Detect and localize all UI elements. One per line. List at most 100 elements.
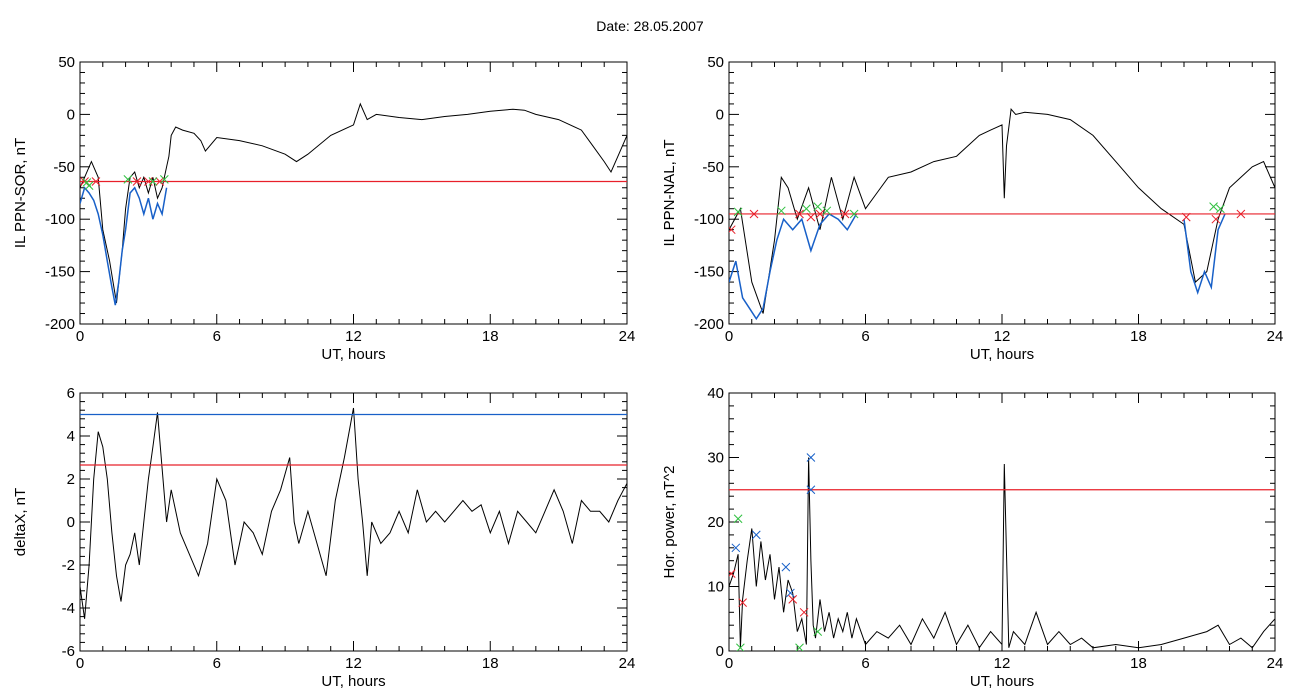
y-tick-label: -100 bbox=[694, 211, 724, 228]
x-tick-label: 24 bbox=[619, 655, 636, 672]
y-tick-label: -150 bbox=[694, 264, 724, 281]
x-marker bbox=[1209, 202, 1218, 211]
x-tick-label: 18 bbox=[1130, 328, 1147, 345]
plot-frame bbox=[79, 392, 628, 652]
x-marker bbox=[813, 627, 823, 637]
x-tick-label: 12 bbox=[345, 328, 362, 345]
x-marker bbox=[806, 212, 816, 222]
x-tick-label: 18 bbox=[1130, 655, 1147, 672]
x-marker bbox=[795, 643, 804, 651]
series-line-2 bbox=[80, 186, 168, 306]
y-tick-label: 2 bbox=[67, 471, 75, 488]
series-line-1 bbox=[80, 407, 627, 619]
y-tick-label: 50 bbox=[58, 54, 75, 71]
y-tick-label: 40 bbox=[707, 385, 724, 402]
x-tick-label: 6 bbox=[213, 655, 221, 672]
x-marker bbox=[1211, 214, 1221, 224]
x-marker bbox=[801, 204, 811, 214]
x-marker bbox=[159, 175, 169, 184]
x-axis-label: UT, hours bbox=[970, 673, 1034, 690]
x-tick-label: 0 bbox=[76, 655, 84, 672]
y-tick-label: -150 bbox=[45, 264, 75, 281]
y-tick-label: -200 bbox=[45, 316, 75, 333]
x-marker bbox=[731, 543, 741, 553]
x-marker bbox=[813, 202, 823, 211]
y-axis-label: Hor. power, nT^2 bbox=[661, 466, 678, 579]
plot-area bbox=[729, 108, 1275, 321]
x-marker bbox=[84, 181, 94, 191]
x-marker bbox=[729, 569, 736, 578]
x-tick-label: 24 bbox=[1267, 655, 1284, 672]
y-tick-label: 30 bbox=[707, 450, 724, 467]
x-marker bbox=[786, 588, 795, 598]
x-marker bbox=[781, 562, 791, 572]
plot-frame bbox=[728, 61, 1276, 325]
x-axis-label: UT, hours bbox=[970, 346, 1034, 363]
x-marker bbox=[806, 485, 816, 495]
x-marker bbox=[806, 453, 816, 462]
y-tick-label: 4 bbox=[67, 428, 75, 445]
x-marker bbox=[1181, 212, 1191, 222]
x-marker bbox=[148, 177, 158, 186]
plot-area bbox=[729, 453, 1275, 651]
y-tick-label: -50 bbox=[53, 159, 75, 176]
x-tick-label: 6 bbox=[861, 655, 869, 672]
y-tick-label: -6 bbox=[62, 643, 75, 660]
x-marker bbox=[815, 209, 825, 219]
plot-frame bbox=[79, 61, 628, 325]
x-tick-label: 18 bbox=[482, 655, 499, 672]
x-tick-label: 24 bbox=[1267, 328, 1284, 345]
x-tick-label: 12 bbox=[994, 328, 1011, 345]
series-line-1 bbox=[729, 457, 1275, 649]
x-marker bbox=[840, 209, 850, 219]
x-marker bbox=[776, 206, 786, 216]
x-tick-label: 0 bbox=[725, 328, 733, 345]
plot-area bbox=[80, 102, 627, 306]
x-tick-label: 0 bbox=[76, 328, 84, 345]
y-tick-label: -50 bbox=[702, 159, 724, 176]
y-axis-label: IL PPN-SOR, nT bbox=[12, 138, 29, 248]
x-marker bbox=[1236, 209, 1246, 219]
x-marker bbox=[733, 514, 743, 524]
x-marker bbox=[788, 595, 798, 604]
page-title: Date: 28.05.2007 bbox=[596, 18, 704, 34]
x-marker bbox=[144, 177, 153, 186]
series-line-3 bbox=[1183, 213, 1226, 296]
x-marker bbox=[1216, 204, 1225, 214]
x-marker bbox=[799, 607, 809, 617]
chart-panel-4: 0 6 12 18 24 0 10 20 30 40 UT, hours Hor. power, nT… bbox=[661, 385, 1283, 690]
y-tick-label: -2 bbox=[62, 557, 75, 574]
x-axis-label: UT, hours bbox=[321, 346, 385, 363]
x-marker bbox=[733, 207, 743, 217]
x-tick-label: 6 bbox=[861, 328, 869, 345]
x-marker bbox=[749, 209, 759, 219]
x-tick-label: 6 bbox=[213, 328, 221, 345]
x-marker bbox=[123, 175, 133, 184]
x-tick-label: 18 bbox=[482, 328, 499, 345]
x-marker bbox=[751, 530, 761, 540]
series-line-1 bbox=[729, 108, 1275, 314]
plot-area bbox=[80, 407, 627, 619]
y-tick-label: -100 bbox=[45, 211, 75, 228]
x-marker bbox=[849, 209, 859, 219]
y-tick-label: -200 bbox=[694, 316, 724, 333]
y-tick-label: 6 bbox=[67, 385, 75, 402]
y-axis-label: IL PPN-NAL, nT bbox=[661, 140, 678, 247]
y-tick-label: 0 bbox=[67, 106, 75, 123]
x-marker bbox=[91, 177, 101, 186]
y-tick-label: 0 bbox=[67, 514, 75, 531]
x-marker bbox=[155, 177, 165, 186]
x-marker bbox=[736, 643, 745, 651]
x-tick-label: 0 bbox=[725, 655, 733, 672]
x-tick-label: 12 bbox=[994, 655, 1011, 672]
y-tick-label: 0 bbox=[716, 643, 724, 660]
x-tick-label: 24 bbox=[619, 328, 636, 345]
y-axis-label: deltaX, nT bbox=[12, 488, 29, 556]
x-marker bbox=[132, 177, 142, 186]
chart-panel-2: 0 6 12 18 24 -200 -150 -100 -50 0 50 UT, hours IL PP… bbox=[661, 54, 1283, 363]
x-marker bbox=[822, 206, 832, 216]
chart-panel-1: 0 6 12 18 24 -200 -150 -100 -50 0 50 UT, hours IL PP… bbox=[12, 54, 635, 363]
x-tick-label: 12 bbox=[345, 655, 362, 672]
